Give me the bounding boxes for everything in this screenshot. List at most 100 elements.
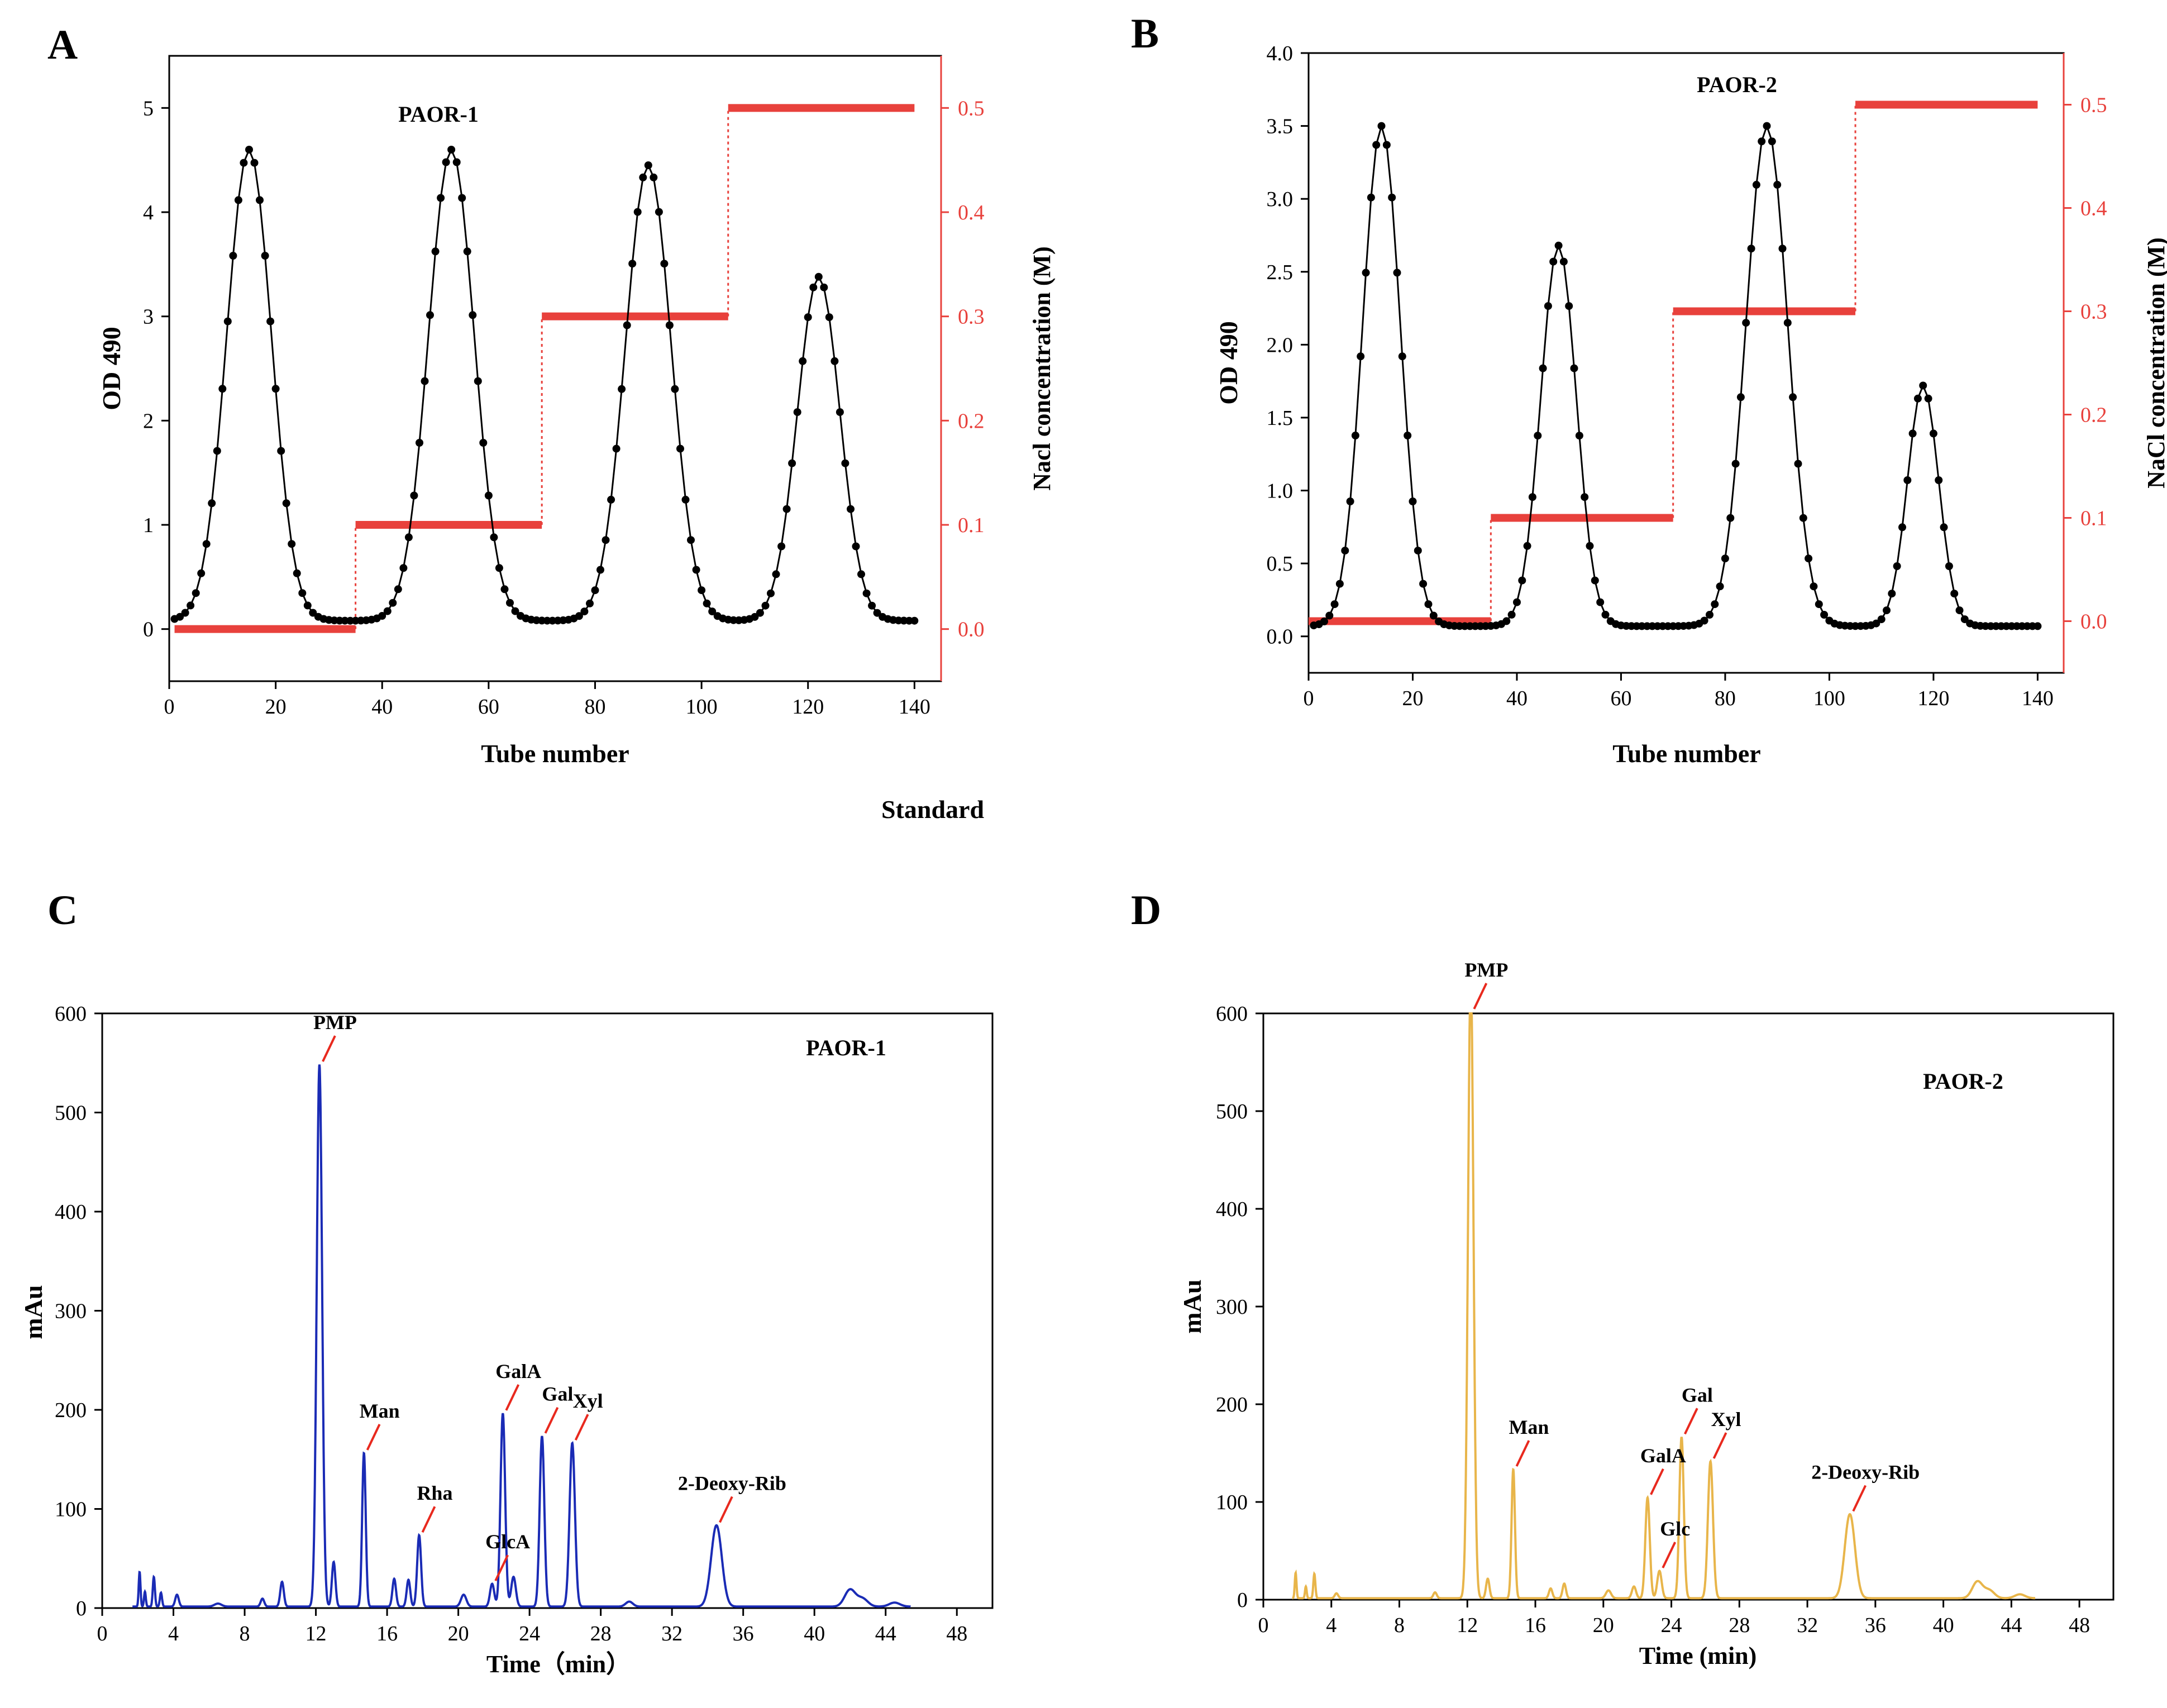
panel-a-od-point [192, 589, 200, 597]
panel-a-od-point [751, 613, 759, 621]
panel-b-x-tick-label: 20 [1402, 687, 1423, 710]
panel-b-od-point [1908, 429, 1917, 438]
panel-b-od-point [1554, 241, 1563, 250]
panel-a-od-series [170, 146, 919, 625]
panel-b-od-point [1815, 600, 1823, 609]
panel-a-title: PAOR-1 [398, 102, 479, 127]
panel-a-y2-ticks: 0.0 0.1 0.2 0.3 0.4 0.5 [941, 97, 985, 642]
panel-a-od-point [857, 570, 865, 578]
panel-a-y-axis-label: OD 490 [97, 327, 126, 410]
panel-b-y-tick-label: 3.0 [1267, 188, 1293, 211]
panel-b-od-point [1330, 600, 1339, 609]
panel-d-y-ticks: 0 100 200 300 400 500 600 [1216, 1002, 1263, 1612]
panel-c-annotation-label: GalA [495, 1360, 541, 1382]
panel-d-x-tick-label: 48 [2069, 1614, 2090, 1637]
panel-b-od-point [1534, 432, 1542, 440]
panel-b-od-point [1935, 476, 1943, 484]
panel-b-y2-tick-label: 0.5 [2080, 94, 2107, 117]
panel-c-y-tick-label: 300 [55, 1300, 87, 1323]
panel-c-y-tick-label: 200 [55, 1399, 87, 1422]
panel-b-od-point [1700, 616, 1708, 625]
panel-d-title: PAOR-2 [1923, 1069, 2003, 1094]
panel-a-od-point [484, 491, 493, 500]
panel-b-y2-ticks: 0.0 0.1 0.2 0.3 0.4 0.5 [2064, 94, 2107, 634]
panel-c-x-axis-label: Time（min） [486, 1650, 631, 1678]
panel-a-y-tick-label: 3 [143, 305, 154, 329]
panel-a-x-tick-label: 140 [899, 695, 930, 719]
panel-c-x-tick-label: 40 [804, 1622, 825, 1645]
panel-b-x-tick-label: 60 [1610, 687, 1631, 710]
panel-a-y2-tick-label: 0.1 [958, 514, 985, 537]
panel-a-od-point [298, 589, 307, 597]
panel-b-od-point [2034, 622, 2042, 630]
panel-b-od-point [1528, 493, 1536, 501]
panel-b-od-point [1367, 193, 1375, 202]
panel-a-od-point [841, 459, 849, 467]
panel-d-x-tick-label: 0 [1258, 1614, 1269, 1637]
panel-a-od-point [495, 564, 503, 572]
panel-a-od-point [229, 252, 237, 260]
panel-b-od-point [1747, 245, 1755, 253]
panel-b-y-ticks: 0.0 0.5 1.0 1.5 2.0 2.5 3.0 3.5 4.0 [1267, 42, 1309, 649]
panel-c-x-ticks: 0 4 8 12 16 20 24 28 32 36 40 44 48 [97, 1608, 967, 1645]
panel-a-y2-axis-label: Nacl concentration (M) [1028, 246, 1056, 490]
panel-a-od-point [580, 607, 589, 616]
panel-a-y-tick-label: 1 [143, 514, 154, 537]
panel-b-od-point [1919, 381, 1927, 390]
panel-a-od-point [288, 540, 296, 548]
panel-b-od-point [1888, 590, 1896, 598]
panel-c-y-tick-label: 600 [55, 1002, 87, 1026]
panel-a-od-point [261, 252, 269, 260]
panel-b-od-point [1716, 582, 1724, 591]
panel-a-od-point [591, 586, 599, 595]
panel-a-od-point [772, 570, 780, 578]
panel-a-od-point [767, 589, 775, 597]
panel-b-od-point [1960, 615, 1969, 624]
panel-a-od-point [256, 196, 264, 204]
panel-b-od-point [1377, 122, 1386, 130]
panel-d-x-tick-label: 40 [1933, 1614, 1954, 1637]
panel-b-od-point [1726, 514, 1735, 522]
panel-b-od-point [1898, 523, 1906, 532]
panel-a-od-point [575, 612, 583, 620]
panel-b-od-point [1559, 257, 1568, 266]
panel-a-x-tick-label: 120 [792, 695, 824, 719]
panel-a-od-point [756, 609, 764, 617]
panel-a-od-point [197, 569, 206, 577]
panel-a-od-point [793, 408, 801, 417]
panel-a-od-point [623, 321, 631, 329]
panel-a-x-tick-label: 60 [478, 695, 499, 719]
panel-c-annotation-label: Gal [542, 1383, 573, 1405]
panel-a-od-point [410, 491, 418, 500]
panel-a-od-point [820, 283, 828, 291]
panel-b-y-tick-label: 2.0 [1267, 333, 1293, 357]
panel-b-od-point [1507, 610, 1516, 619]
panel-c-annotation-label: Rha [417, 1482, 452, 1504]
panel-a-od-point [378, 612, 386, 620]
panel-b-od-point [1409, 497, 1417, 505]
panel-b-od-point [1549, 257, 1558, 266]
panel-b-x-tick-label: 0 [1304, 687, 1314, 710]
panel-b-od-point [1794, 460, 1802, 468]
panel-b-od-point [1544, 302, 1552, 310]
panel-a-od-point [671, 385, 679, 393]
panel-d-annotation-pointer [1473, 983, 1488, 1010]
panel-b-y2-tick-label: 0.1 [2080, 507, 2107, 530]
panel-d-annotation-pointer [1684, 1408, 1698, 1435]
panel-b-y-tick-label: 1.5 [1267, 406, 1293, 430]
panel-c-x-tick-label: 20 [448, 1622, 469, 1645]
panel-b-od-point [1388, 193, 1396, 202]
panel-a-od-point [665, 321, 674, 329]
panel-a-od-point [282, 499, 290, 508]
panel-b-od-point [1940, 523, 1948, 532]
panel-d-y-tick-label: 200 [1216, 1393, 1248, 1417]
panel-a-od-point [500, 585, 509, 594]
panel-c-plot-frame [101, 1012, 994, 1609]
panel-b-od-point [1581, 493, 1589, 501]
panel-b-od-point [1913, 394, 1922, 403]
panel-c-y-tick-label: 500 [55, 1102, 87, 1125]
panel-a-od-point [266, 317, 275, 326]
panel-a-od-point [452, 158, 461, 166]
panel-a-od-point [463, 247, 471, 256]
panel-a-od-point [698, 586, 706, 595]
